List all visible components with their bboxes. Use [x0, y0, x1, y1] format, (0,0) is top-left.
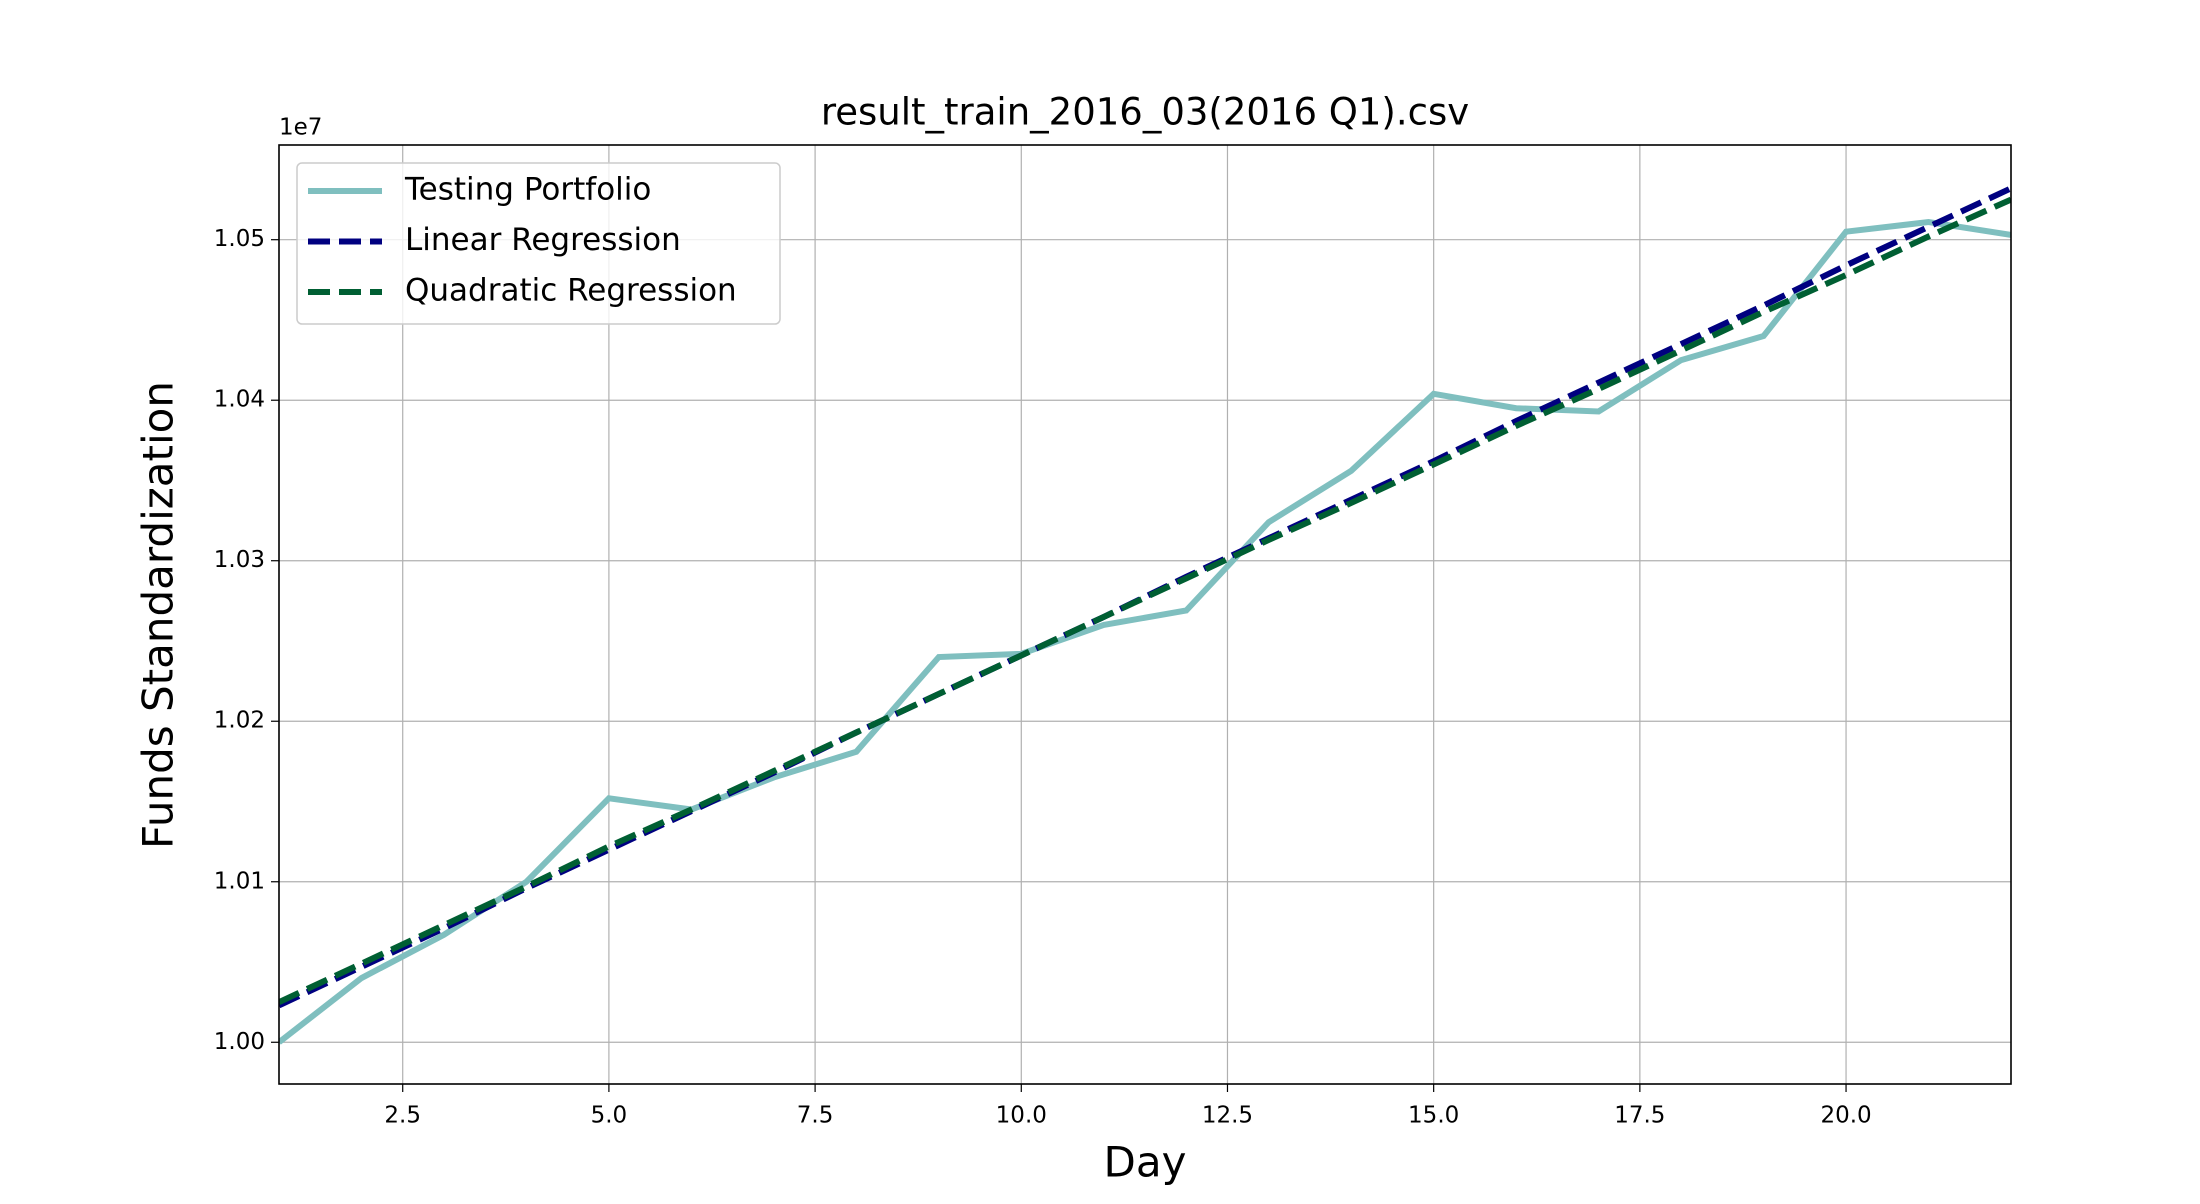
legend-label: Linear Regression	[405, 222, 681, 258]
y-tick-label: 1.04	[214, 387, 265, 413]
y-tick-label: 1.02	[214, 708, 265, 734]
x-tick-label: 12.5	[1202, 1103, 1253, 1129]
y-tick-label: 1.05	[214, 226, 265, 252]
plot-frame	[278, 144, 2012, 1085]
x-tick-label: 2.5	[384, 1103, 421, 1129]
legend-label: Testing Portfolio	[404, 172, 651, 208]
x-tick-label: 17.5	[1614, 1103, 1665, 1129]
y-offset-label: 1e7	[279, 115, 322, 141]
data-line	[279, 219, 2011, 1045]
y-tick-label: 1.01	[214, 868, 265, 894]
x-axis-label: Day	[1104, 1138, 1187, 1187]
data-line	[279, 196, 2011, 1005]
legend-label: Quadratic Regression	[405, 273, 737, 309]
x-tick-label: 7.5	[797, 1103, 834, 1129]
y-tick-label: 1.03	[214, 547, 265, 573]
y-tick-label: 1.00	[214, 1029, 265, 1055]
legend-box	[296, 162, 781, 325]
y-axis-label: Funds Standardization	[134, 381, 183, 849]
x-tick-label: 10.0	[996, 1103, 1047, 1129]
chart-title: result_train_2016_03(2016 Q1).csv	[821, 91, 1469, 134]
x-tick-label: 20.0	[1820, 1103, 1871, 1129]
x-tick-label: 5.0	[591, 1103, 628, 1129]
x-tick-label: 15.0	[1408, 1103, 1459, 1129]
